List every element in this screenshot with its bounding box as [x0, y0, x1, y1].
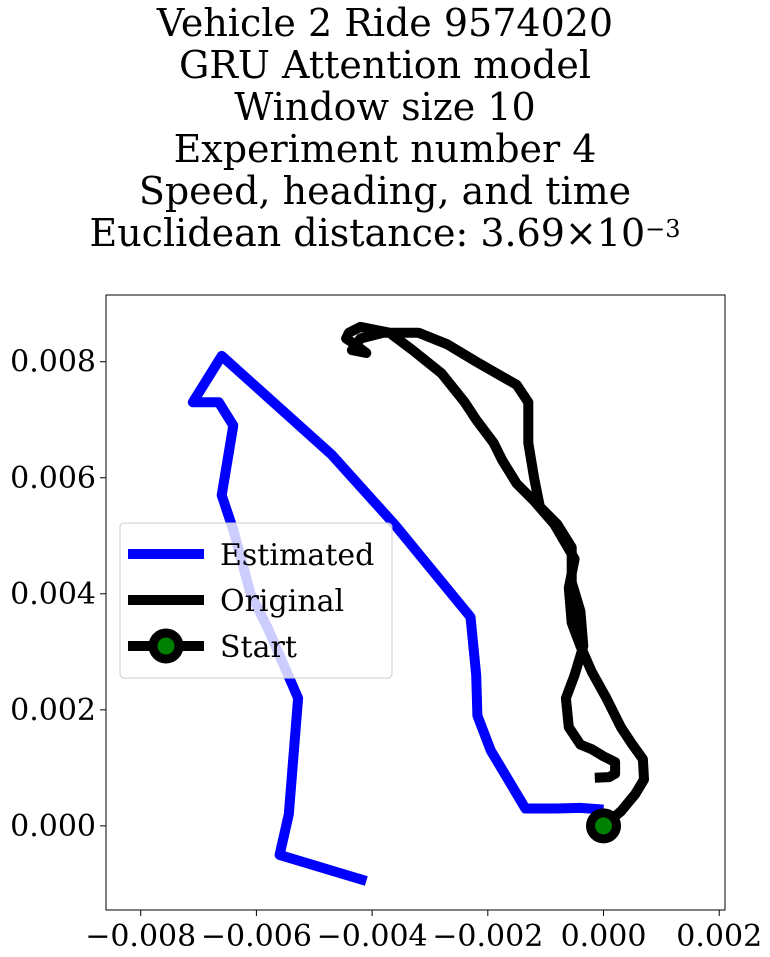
ticks-layer: −0.008 −0.006 −0.004 −0.002 0.000 0.002 0.000 0…: [10, 345, 762, 954]
title-line-4: Experiment number 4: [173, 127, 597, 171]
legend-box: [119, 522, 393, 679]
distance-base: 10: [596, 211, 646, 255]
title-line-6: Euclidean distance: 3.69×10−3: [0, 212, 770, 254]
y-tick-label: 0.008: [10, 345, 96, 380]
series-line-original: [341, 321, 649, 830]
distance-times: ×: [564, 211, 597, 255]
axes-frame: [105, 294, 726, 911]
distance-exponent: −3: [645, 215, 681, 243]
title-line-1: Vehicle 2 Ride 9574020: [156, 1, 614, 45]
x-tick-label: −0.002: [432, 919, 543, 954]
chart-title: Vehicle 2 Ride 9574020 GRU Attention mod…: [0, 2, 770, 254]
x-tick-label: −0.008: [85, 919, 196, 954]
legend: Estimated Original Start: [119, 522, 393, 679]
legend-label-start: Start: [220, 630, 297, 665]
title-line-3: Window size 10: [234, 85, 536, 129]
x-tick-label: 0.000: [561, 919, 647, 954]
start-marker: [586, 808, 622, 844]
legend-label-estimated: Estimated: [220, 538, 374, 573]
x-tick-label: 0.002: [676, 919, 762, 954]
title-line-2: GRU Attention model: [178, 43, 592, 87]
title-line-5: Speed, heading, and time: [138, 169, 632, 213]
x-tick-label: −0.004: [317, 919, 428, 954]
y-tick-label: 0.000: [10, 809, 96, 844]
y-tick-label: 0.006: [10, 461, 96, 496]
legend-label-original: Original: [220, 584, 344, 619]
distance-prefix: Euclidean distance: 3.69: [89, 211, 565, 255]
y-tick-label: 0.002: [10, 693, 96, 728]
y-tick-label: 0.004: [10, 577, 96, 612]
x-tick-label: −0.006: [201, 919, 312, 954]
legend-start-marker: [148, 628, 184, 664]
